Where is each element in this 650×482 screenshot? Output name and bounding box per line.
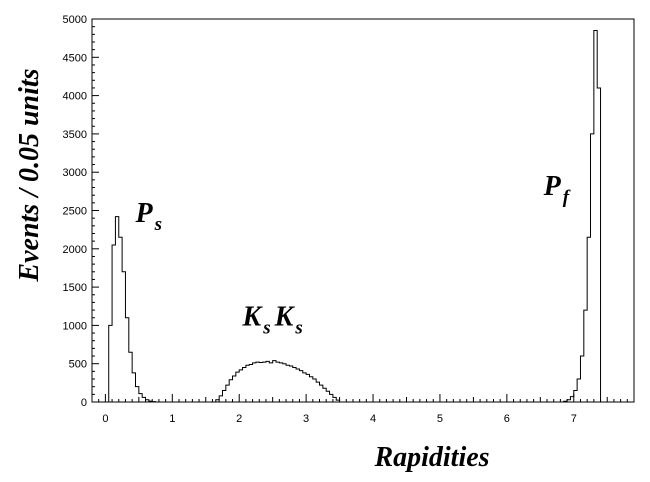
y-tick-label: 1500 bbox=[63, 282, 87, 294]
x-axis: 0 1 2 3 4 5 6 7 bbox=[91, 394, 635, 425]
y-tick-label: 3500 bbox=[63, 129, 87, 141]
y-tick-label: 2000 bbox=[63, 244, 87, 256]
plot-frame bbox=[91, 18, 635, 403]
y-tick-label: 4500 bbox=[63, 52, 87, 64]
x-tick-label: 5 bbox=[437, 413, 443, 425]
x-tick-label: 2 bbox=[236, 413, 242, 425]
x-tick-label: 0 bbox=[102, 413, 108, 425]
y-tick-label: 3000 bbox=[63, 167, 87, 179]
histogram-series bbox=[105, 29, 634, 403]
x-axis-title: Rapidities bbox=[373, 442, 489, 473]
x-tick-label: 7 bbox=[571, 413, 577, 425]
x-tick-label: 3 bbox=[303, 413, 309, 425]
x-tick-label: 4 bbox=[370, 413, 376, 425]
y-axis-title: Events / 0.05 units bbox=[14, 68, 45, 282]
y-tick-label: 500 bbox=[69, 359, 87, 371]
y-tick-label: 4000 bbox=[63, 91, 87, 103]
y-tick-label: 0 bbox=[81, 397, 87, 409]
y-tick-label: 5000 bbox=[63, 14, 87, 26]
x-tick-label: 6 bbox=[504, 413, 510, 425]
y-tick-label: 2500 bbox=[63, 206, 87, 218]
x-tick-label: 1 bbox=[169, 413, 175, 425]
y-axis: 0 500 1000 1500 2000 2500 3000 3500 4000 4500 5000 bbox=[63, 14, 99, 409]
y-tick-label: 1000 bbox=[63, 320, 87, 332]
